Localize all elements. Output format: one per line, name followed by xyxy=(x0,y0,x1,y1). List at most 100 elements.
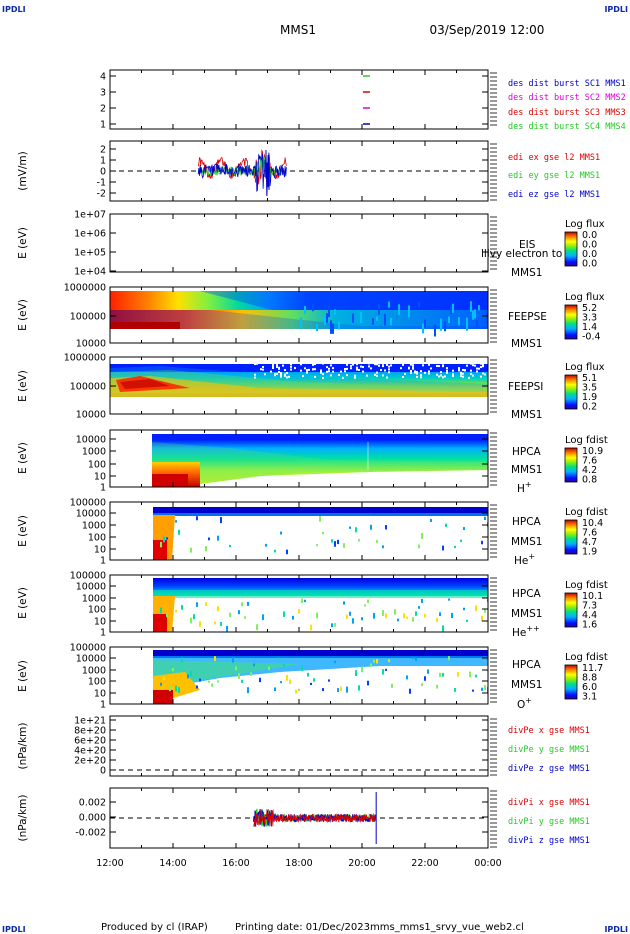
feepsi-gap xyxy=(442,365,444,368)
feepsi-gap xyxy=(272,363,274,366)
pixel xyxy=(484,684,486,691)
feepsi-gap xyxy=(412,366,414,369)
hpca-o-spacecraft-label: MMS1 xyxy=(511,679,542,691)
pixel xyxy=(250,672,252,677)
feepsi-gap xyxy=(388,368,390,371)
feepsi-gap xyxy=(294,367,296,370)
legend-divpi-x: divPi x gse MMS1 xyxy=(508,798,590,808)
feepsi-gap xyxy=(422,364,424,367)
pixel xyxy=(265,543,267,547)
pixel xyxy=(328,679,330,682)
feepsi-gap xyxy=(284,373,286,376)
eis-instrument-label: EIS xyxy=(519,239,536,251)
feepsi-spacecraft-label: MMS1 xyxy=(511,409,542,421)
y-tick-label: 1 xyxy=(100,628,106,639)
pixel xyxy=(337,688,339,692)
pixel xyxy=(436,618,438,622)
pixel xyxy=(406,675,408,680)
pixel xyxy=(220,621,222,626)
panel-hpca-he: E (eV) HPCA MMS1 He+ xyxy=(17,501,542,567)
feepsi-gap xyxy=(282,364,284,367)
feepsi-gap xyxy=(284,374,286,377)
feepsi-gap xyxy=(416,375,418,378)
hpca-he2-speckle xyxy=(160,598,488,632)
pixel xyxy=(205,602,207,606)
feepsi-gap xyxy=(370,367,372,370)
pixel xyxy=(439,612,441,617)
pixel xyxy=(334,660,336,664)
pixel xyxy=(160,541,162,548)
y-tick-label: 1e+06 xyxy=(74,229,106,240)
feepsi-gap xyxy=(290,368,292,371)
feepsi-gap xyxy=(344,370,346,373)
feepse-pixel xyxy=(324,316,326,326)
pixel xyxy=(268,666,270,671)
pixel xyxy=(169,685,171,692)
colorbar-tick-label: 5.2 xyxy=(582,303,597,314)
eis-spacecraft-label: MMS1 xyxy=(511,267,542,279)
colorbar-tick-label: 1.4 xyxy=(582,322,597,333)
pixel xyxy=(319,516,321,522)
feepsi-gap xyxy=(478,367,480,370)
feepsi-gap xyxy=(428,363,430,366)
feepsi-gap xyxy=(460,372,462,375)
feepsi-gap xyxy=(382,365,384,368)
feepsi-gap xyxy=(380,369,382,372)
pixel xyxy=(298,609,300,614)
pixel xyxy=(316,612,318,619)
pixel xyxy=(355,527,357,533)
pixel xyxy=(361,666,363,673)
feepse-pixel xyxy=(330,320,332,334)
pixel xyxy=(214,621,216,625)
panel-burst: des dist burst SC1 MMS1 des dist burst S… xyxy=(109,69,626,132)
y-tick-label: 1 xyxy=(100,156,106,167)
pixel xyxy=(424,614,426,618)
hpca-o-y-label: E (eV) xyxy=(17,660,29,692)
colorbar xyxy=(564,374,578,410)
feepsi-gap xyxy=(328,370,330,373)
pixel xyxy=(259,677,261,683)
colorbar-tick-label: 11.7 xyxy=(582,663,603,674)
pixel xyxy=(421,683,423,687)
legend-burst-sc1: des dist burst SC1 MMS1 xyxy=(508,79,626,89)
feepsi-gap xyxy=(410,369,412,372)
feepsi-gap xyxy=(348,361,350,364)
pixel xyxy=(418,606,420,609)
y-tick-label: 100000 xyxy=(70,643,106,654)
feepsi-gap xyxy=(346,363,348,366)
feepse-pixel xyxy=(458,317,460,326)
footer-produced-by: Produced by cl (IRAP) xyxy=(101,922,208,933)
feepse-pixel xyxy=(326,313,328,323)
feepsi-gap xyxy=(332,370,334,373)
colorbar-tick-label: 10.1 xyxy=(582,591,603,602)
pixel xyxy=(442,625,444,632)
pixel xyxy=(370,663,372,667)
edi-spike xyxy=(265,149,270,197)
feepsi-gap xyxy=(402,363,404,366)
feepsi-gap xyxy=(466,364,468,367)
pixel xyxy=(310,682,312,686)
y-tick-label: 1000 xyxy=(82,447,106,458)
feepsi-gap xyxy=(328,367,330,370)
feepsi-gap xyxy=(464,369,466,372)
pixel xyxy=(166,537,168,540)
pixel xyxy=(442,672,444,677)
feepse-pixel xyxy=(312,304,314,312)
colorbar-tick-label: 7.3 xyxy=(582,601,597,612)
feepsi-gap xyxy=(366,374,368,377)
pixel xyxy=(406,616,408,619)
pixel xyxy=(442,545,444,551)
pixel xyxy=(427,669,429,674)
pixel xyxy=(463,607,465,611)
colorbar-tick-label: 0.2 xyxy=(582,402,597,413)
pixel xyxy=(322,688,324,692)
y-tick-label: 1000 xyxy=(82,521,106,532)
edi-trace xyxy=(197,152,287,192)
pixel xyxy=(364,604,366,607)
eis-overlay-label: lllvy electron to xyxy=(481,248,562,260)
feepsi-gap xyxy=(322,373,324,376)
pixel xyxy=(367,680,369,686)
x-tick-label: 16:00 xyxy=(222,858,249,869)
feepsi-gap xyxy=(474,364,476,367)
pixel xyxy=(481,540,483,545)
